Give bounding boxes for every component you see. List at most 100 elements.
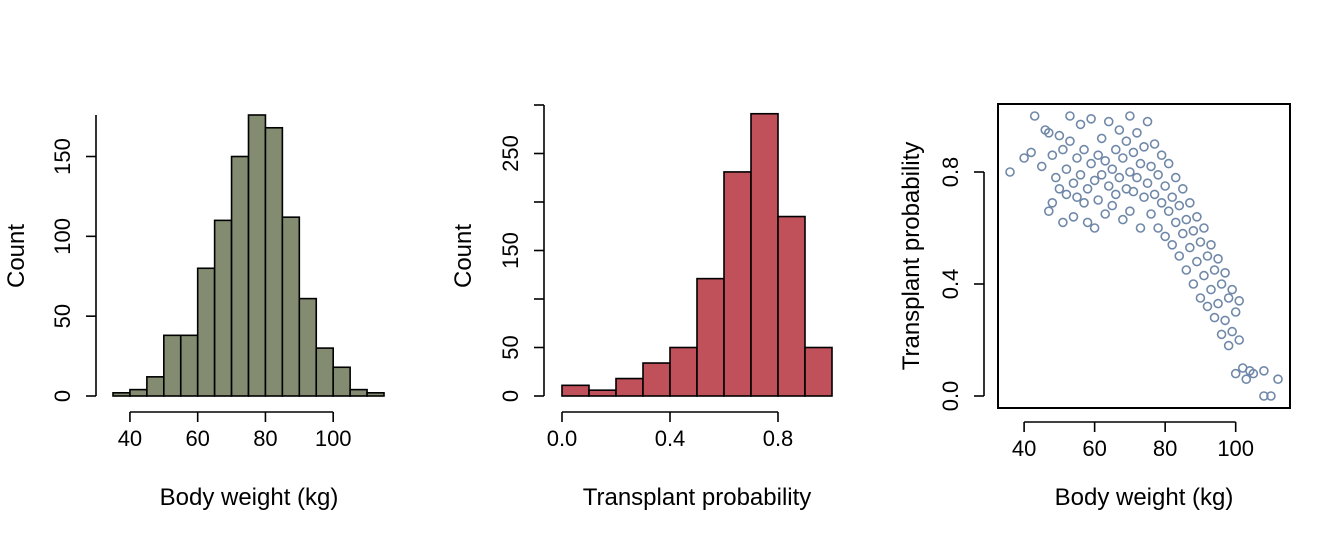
scatter-point	[1185, 242, 1195, 253]
x-tick-label: 80	[1153, 436, 1177, 461]
scatter-point	[1199, 223, 1209, 233]
histogram-body-weight: 40 60 80 100 0 50 100 150 Body weight (kg) Coun…	[3, 114, 385, 511]
bars	[112, 114, 385, 397]
scatter-point	[1230, 307, 1241, 317]
scatter-point	[1170, 172, 1181, 183]
scatter-point	[1160, 181, 1170, 191]
scatter-point	[1026, 147, 1036, 158]
scatter-point	[1167, 192, 1178, 202]
y-tick-label: 150	[498, 232, 523, 269]
scatter-point	[1047, 198, 1058, 208]
scatter-point	[1220, 315, 1230, 326]
scatter-point	[1213, 298, 1223, 309]
scatter-point	[1177, 184, 1188, 194]
plot-box	[997, 103, 1291, 409]
scatter-point	[1107, 200, 1118, 211]
scatter-point	[1061, 189, 1072, 200]
scatter-weight-vs-probability: 40 60 80 100 0.0 0.4 0.8 Body weight (kg) Tran…	[898, 103, 1291, 511]
scatter-point	[1114, 125, 1125, 135]
y-axis-label: Count	[3, 224, 30, 288]
scatter-point	[1093, 150, 1103, 160]
scatter-point	[1248, 368, 1259, 379]
scatter-point	[1163, 158, 1174, 169]
scatter-point	[1192, 212, 1202, 222]
scatter-point	[1103, 116, 1114, 127]
scatter-point	[1241, 374, 1252, 385]
scatter-point	[1047, 150, 1058, 160]
scatter-point	[1054, 130, 1065, 141]
scatter-point	[1220, 267, 1230, 278]
scatter-point	[1188, 226, 1199, 236]
histogram-bar	[196, 267, 216, 397]
scatter-point	[1100, 156, 1111, 166]
histogram-bar	[112, 392, 131, 397]
x-axis-label: Body weight (kg)	[160, 484, 339, 511]
scatter-point	[1043, 128, 1054, 138]
scatter-point	[1142, 178, 1153, 188]
scatter-point	[1065, 136, 1075, 146]
histogram-bar	[642, 362, 671, 397]
scatter-point	[1234, 295, 1245, 306]
scatter-point	[1096, 133, 1107, 144]
histogram-bar	[230, 155, 250, 397]
scatter-point	[1079, 144, 1089, 155]
scatter-point	[1114, 172, 1125, 183]
scatter-point	[1075, 170, 1086, 180]
scatter-point	[1118, 153, 1128, 163]
histogram-bar	[281, 216, 301, 397]
scatter-point	[1146, 161, 1156, 172]
scatter-point	[1093, 195, 1103, 205]
scatter-point	[1110, 144, 1121, 155]
histogram-bar	[315, 347, 334, 397]
y-axis-label: Count	[450, 224, 477, 288]
scatter-point	[1213, 253, 1223, 264]
axes: 40 60 80 100 0 50 100 150	[50, 115, 352, 451]
x-axis-label: Body weight (kg)	[1055, 484, 1234, 511]
scatter-point	[1206, 240, 1216, 250]
y-tick-label: 0.4	[938, 269, 963, 300]
histogram-bar	[750, 112, 779, 397]
scatter-point	[1135, 223, 1146, 233]
histogram-bar	[298, 297, 318, 397]
scatter-point	[1153, 170, 1163, 180]
scatter-point	[1174, 200, 1185, 211]
histogram-bar	[213, 219, 233, 397]
scatter-point	[1227, 284, 1237, 295]
histogram-bar	[366, 392, 385, 397]
scatter-point	[1125, 111, 1135, 121]
scatter-point	[1259, 391, 1269, 401]
scatter-point	[1177, 228, 1188, 239]
scatter-point	[1082, 184, 1093, 194]
scatter-point	[1142, 116, 1153, 127]
scatter-point	[1068, 178, 1079, 188]
scatter-point	[1132, 128, 1142, 138]
x-tick-label: 0.4	[655, 426, 686, 451]
scatter-point	[1019, 153, 1029, 163]
x-tick-label: 0.8	[763, 426, 794, 451]
y-tick-label: 0	[498, 390, 523, 402]
x-tick-label: 0.0	[547, 426, 578, 451]
histogram-bar	[332, 366, 351, 397]
scatter-point	[1005, 167, 1015, 177]
scatter-point	[1149, 139, 1160, 149]
scatter-point	[1156, 198, 1167, 208]
scatter-point	[1072, 153, 1082, 163]
scatter-point	[1100, 209, 1111, 219]
scatter-point	[1107, 164, 1118, 174]
scatter-point	[1206, 284, 1216, 295]
scatter-point	[1068, 212, 1079, 222]
scatter-point	[1082, 217, 1093, 228]
x-tick-label: 40	[118, 426, 142, 451]
scatter-point	[1054, 184, 1065, 194]
histogram-bar	[588, 389, 617, 397]
histogram-bar	[804, 346, 833, 397]
histogram-bar	[723, 171, 752, 397]
scatter-point	[1118, 214, 1128, 225]
scatter-point	[1089, 223, 1100, 233]
scatter-point	[1139, 142, 1149, 152]
scatter-point	[1058, 217, 1068, 228]
y-tick-label: 250	[498, 135, 523, 172]
x-tick-label: 40	[1012, 436, 1036, 461]
scatter-point	[1128, 147, 1139, 158]
